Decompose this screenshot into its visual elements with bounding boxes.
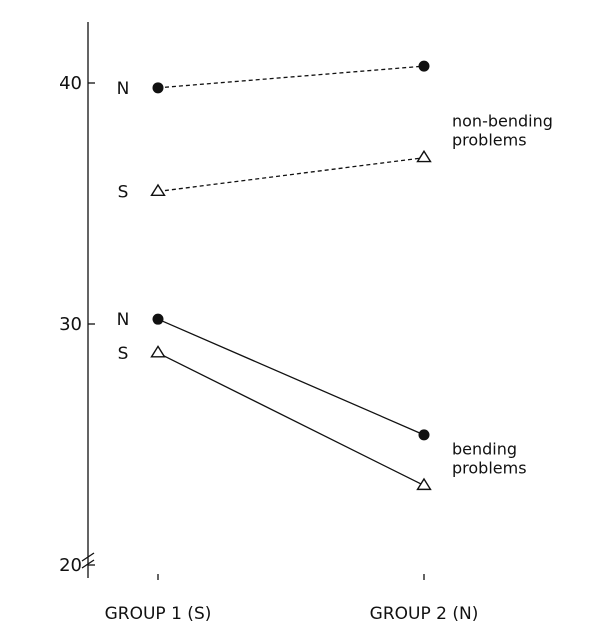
annotation-text: problems [452, 131, 527, 150]
data-markers [150, 60, 432, 491]
series-name-label: N [117, 310, 130, 330]
axis-break-mark [81, 552, 95, 569]
annotation-text: non-bending [452, 112, 553, 131]
x-tick-label: GROUP 1 (S) [105, 604, 212, 624]
series-lines [157, 65, 425, 487]
series-name-label: N [117, 79, 130, 99]
x-tick-labels: GROUP 1 (S) GROUP 2 (N) [105, 574, 479, 624]
data-point-circle [152, 313, 164, 325]
data-point-circle [418, 60, 430, 72]
annotation-text: bending [452, 439, 517, 458]
data-point-triangle [150, 345, 166, 358]
axis-break-stroke [81, 552, 95, 562]
series-line [157, 318, 425, 436]
axis-break-stroke [81, 559, 95, 569]
series-name-label: S [118, 344, 129, 364]
y-tick-label: 40 [59, 73, 82, 94]
y-ticks: 20 30 40 [59, 73, 95, 576]
data-point-circle [418, 429, 430, 441]
x-tick-label: GROUP 2 (N) [370, 604, 479, 624]
y-tick-label: 20 [59, 555, 82, 576]
series-line [157, 65, 425, 89]
data-point-triangle [416, 149, 432, 163]
annotation-text: problems [452, 458, 527, 477]
series-name-label: S [118, 182, 129, 202]
data-point-triangle [416, 477, 432, 491]
data-point-triangle [150, 183, 166, 197]
data-point-circle [152, 82, 164, 94]
series-line [157, 157, 425, 193]
y-tick-label: 30 [59, 314, 82, 335]
series-line [157, 352, 425, 487]
